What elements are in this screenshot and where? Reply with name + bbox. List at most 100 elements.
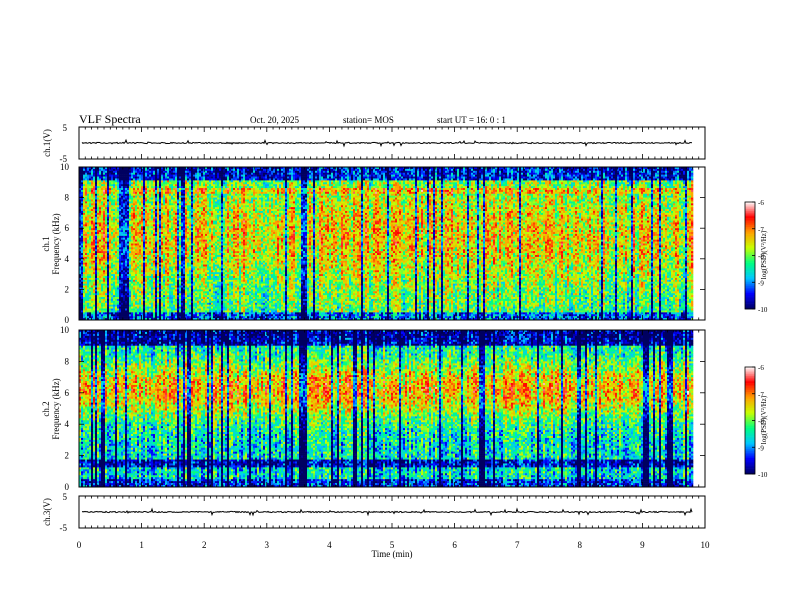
spectrogram-cell [133, 218, 136, 221]
spectrogram-cell [99, 260, 102, 263]
spectrogram-cell [85, 224, 88, 227]
spectrogram-cell [93, 316, 96, 319]
spectrogram-cell [169, 239, 172, 242]
spectrogram-cell [193, 212, 196, 216]
spectrogram-cell [173, 232, 176, 235]
spectrogram-cell [171, 230, 174, 233]
spectrogram-cell [193, 253, 196, 256]
spectrogram-cell [91, 195, 94, 198]
spectrogram-cell [99, 264, 102, 267]
spectrogram-cell [103, 230, 106, 233]
spectrogram-cell [159, 302, 162, 305]
spectrogram-cell [101, 218, 104, 221]
spectrogram-cell [147, 224, 150, 227]
spectrogram-cell [183, 210, 186, 214]
spectrogram-cell [139, 272, 142, 275]
spectrogram-cell [181, 289, 184, 292]
spectrogram-cell [107, 199, 110, 202]
spectrogram-cell [95, 272, 98, 275]
spectrogram-cell [101, 212, 104, 216]
spectrogram-cell [107, 226, 110, 229]
spectrogram-cell [111, 251, 114, 254]
spectrogram-cell [149, 306, 152, 309]
spectrogram-cell [123, 239, 126, 242]
spectrogram-cell [157, 199, 160, 202]
spectrogram-cell [159, 245, 162, 248]
spectrogram-cell [143, 314, 146, 317]
spectrogram-cell [121, 184, 124, 187]
spectrogram-cell [97, 308, 100, 311]
spectrogram-cell [97, 283, 100, 286]
spectrogram-cell [151, 243, 154, 246]
spectrogram-cell [111, 233, 114, 237]
spectrogram-cell [111, 287, 114, 290]
spectrogram-cell [87, 258, 90, 262]
spectrogram-cell [123, 212, 126, 216]
spectrogram-cell [189, 310, 192, 313]
spectrogram-cell [189, 235, 192, 239]
spectrogram-cell [181, 279, 184, 283]
spectrogram-cell [107, 300, 110, 304]
spectrogram-cell [149, 266, 152, 269]
spectrogram-cell [161, 214, 164, 218]
spectrogram-cell [123, 243, 126, 246]
spectrogram-cell [161, 178, 164, 181]
spectrogram-cell [157, 232, 160, 235]
spectrogram-cell [139, 172, 142, 175]
spectrogram-cell [87, 285, 90, 288]
spectrogram-cell [81, 260, 84, 263]
spectrogram-cell [187, 191, 190, 195]
spectrogram-cell [135, 228, 138, 231]
spectrogram-cell [111, 256, 114, 260]
spectrogram-cell [179, 298, 182, 302]
spectrogram-cell [159, 184, 162, 187]
spectrogram-cell [95, 306, 98, 309]
spectrogram-cell [129, 220, 132, 223]
spectrogram-cell [123, 251, 126, 254]
spectrogram-cell [103, 293, 106, 296]
spectrogram-cell [197, 277, 200, 281]
spectrogram-cell [83, 228, 86, 231]
spectrogram-cell [185, 270, 188, 273]
spectrogram-cell [135, 285, 138, 288]
spectrogram-cell [87, 235, 90, 239]
spectrogram-cell [115, 283, 118, 286]
spectrogram-cell [175, 184, 178, 187]
spectrogram-cell [177, 279, 180, 283]
spectrogram-cell [97, 281, 100, 284]
spectrogram-cell [175, 180, 178, 183]
spectrogram-cell [111, 193, 114, 196]
spectrogram-cell [191, 276, 194, 279]
spectrogram-cell [139, 230, 142, 233]
spectrogram-cell [95, 285, 98, 288]
spectrogram-cell [127, 191, 130, 195]
spectrogram-cell [185, 285, 188, 288]
spectrogram-cell [143, 178, 146, 181]
spectrogram-cell [181, 203, 184, 206]
spectrogram-cell [127, 172, 130, 175]
spectrogram-cell [195, 268, 198, 271]
spectrogram-cell [185, 191, 188, 195]
spectrogram-cell [177, 193, 180, 196]
spectrogram-cell [107, 243, 110, 246]
spectrogram-cell [173, 262, 176, 265]
spectrogram-cell [141, 182, 144, 185]
spectrogram-cell [81, 279, 84, 283]
spectrogram-cell [165, 237, 168, 240]
spectrogram-cell [131, 205, 134, 208]
spectrogram-cell [115, 266, 118, 269]
spectrogram-cell [183, 264, 186, 267]
spectrogram-cell [105, 243, 108, 246]
spectrogram-cell [111, 281, 114, 284]
spectrogram-cell [197, 216, 200, 219]
spectrogram-cell [157, 291, 160, 294]
spectrogram-cell [85, 262, 88, 265]
spectrogram-cell [101, 189, 104, 193]
spectrogram-cell [135, 186, 138, 189]
spectrogram-cell [181, 195, 184, 198]
spectrogram-cell [93, 214, 96, 218]
spectrogram-cell [151, 302, 154, 305]
spectrogram-cell [127, 168, 130, 172]
spectrogram-cell [127, 274, 130, 277]
spectrogram-cell [189, 209, 192, 212]
